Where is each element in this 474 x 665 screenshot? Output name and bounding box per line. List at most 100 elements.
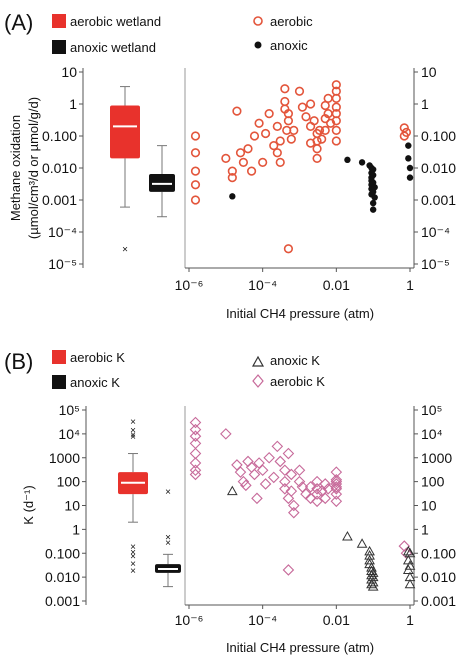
x-ticks: 10⁻⁶ 10⁻⁴ 0.01 1 xyxy=(175,268,414,293)
y-tick-1-label-right: 1 xyxy=(421,521,429,537)
point-aerobic xyxy=(323,93,333,103)
point-aerobic-k xyxy=(189,437,202,450)
point-aerobic xyxy=(221,153,231,163)
point-aerobic-k xyxy=(319,478,332,490)
point-aerobic-k xyxy=(330,483,343,495)
point-aerobic xyxy=(317,134,327,144)
y-tick-0-001-label-left: 0.001 xyxy=(42,192,77,208)
point-anoxic-k xyxy=(404,578,416,589)
point-aerobic xyxy=(260,128,271,139)
point-aerobic-k xyxy=(242,455,254,468)
point-anoxic xyxy=(371,184,378,191)
point-aerobic xyxy=(238,157,249,167)
point-aerobic xyxy=(232,106,242,116)
boxplots: × xyxy=(110,86,175,256)
point-aerobic-k xyxy=(274,455,287,468)
point-aerobic-k xyxy=(259,478,272,490)
point-aerobic-k xyxy=(330,475,343,488)
boxplot-aerobic-k-outlier: × xyxy=(130,426,136,437)
point-aerobic-k xyxy=(189,416,202,429)
point-aerobic-k xyxy=(220,428,232,440)
point-anoxic-k xyxy=(367,581,379,591)
point-aerobic xyxy=(297,102,308,112)
x-axis-title: Initial CH4 pressure (atm) xyxy=(226,306,374,321)
point-aerobic-k xyxy=(267,471,280,484)
point-aerobic-k xyxy=(248,468,261,481)
point-aerobic xyxy=(331,125,341,135)
y-ticks-left: 10⁵ 10⁴ 1000 100 10 1 0.100 0.010 0.001 xyxy=(45,402,86,609)
point-aerobic xyxy=(249,131,260,141)
point-aerobic-k xyxy=(282,447,295,460)
point-aerobic xyxy=(301,112,311,122)
x-ticks: 10⁻⁶ 10⁻⁴ 0.01 1 xyxy=(175,605,414,628)
point-aerobic-k xyxy=(282,492,295,505)
point-aerobic xyxy=(331,102,341,112)
point-aerobic xyxy=(190,180,201,190)
y-tick-1-label-left: 1 xyxy=(69,96,77,112)
legend-label-anoxic-wetland: anoxic wetland xyxy=(70,40,156,55)
point-aerobic-k xyxy=(189,447,202,460)
point-aerobic xyxy=(190,148,201,158)
boxplot-aerobic-wetland-outlier: × xyxy=(122,245,128,256)
point-aerobic-k xyxy=(282,564,295,576)
legend-swatch-aerobic-wetland xyxy=(52,14,66,28)
point-aerobic xyxy=(275,157,285,167)
x-tick-10-label: 10⁻⁴ xyxy=(248,277,277,293)
point-anoxic-k xyxy=(356,538,368,548)
scatter-points xyxy=(190,80,414,254)
boxplot-aerobic-k-outlier: × xyxy=(130,542,136,553)
y-tick-1000-label-left: 1000 xyxy=(49,450,80,466)
x-tick-10-label: 10⁻⁶ xyxy=(175,612,204,628)
point-aerobic-k xyxy=(279,464,291,477)
y-tick-1000-label-right: 1000 xyxy=(421,450,452,466)
boxplot-aerobic-k-outlier: × xyxy=(130,559,136,570)
point-anoxic-k xyxy=(404,547,416,558)
point-aerobic xyxy=(190,195,201,205)
boxplot-anoxic-k-outlier: × xyxy=(165,538,171,549)
point-aerobic xyxy=(269,141,279,151)
point-anoxic xyxy=(229,193,236,200)
point-aerobic-k xyxy=(293,464,306,477)
point-aerobic-k xyxy=(189,468,202,481)
point-aerobic-k xyxy=(330,466,343,478)
y-tick-0-100-label-right: 0.100 xyxy=(421,545,456,561)
boxplot-aerobic-k-outlier: × xyxy=(130,552,136,563)
boxplot-aerobic-k-outlier: × xyxy=(130,432,136,443)
x-tick-10-label: 10⁻⁶ xyxy=(175,277,204,293)
point-anoxic-k xyxy=(367,567,379,577)
y-tick-10-label-left: 10⁻⁴ xyxy=(48,224,77,240)
legend-label-aerobic: aerobic xyxy=(270,14,313,29)
point-aerobic xyxy=(305,99,316,109)
point-aerobic-k xyxy=(304,481,317,493)
point-aerobic xyxy=(272,148,282,158)
point-aerobic-k xyxy=(189,423,202,436)
y-tick-0-001-label-left: 0.001 xyxy=(45,593,80,609)
point-aerobic-k xyxy=(288,506,300,519)
point-aerobic-k xyxy=(234,466,247,478)
point-anoxic-k xyxy=(364,554,375,565)
x-axis-title: Initial CH4 pressure (atm) xyxy=(226,640,374,655)
point-aerobic-k xyxy=(311,488,323,500)
point-aerobic-k xyxy=(311,475,323,488)
point-aerobic-k xyxy=(400,547,413,560)
point-aerobic xyxy=(401,127,412,137)
point-aerobic xyxy=(294,86,305,96)
y-tick-100-label-left: 100 xyxy=(57,474,81,490)
point-aerobic-k xyxy=(231,459,243,471)
point-aerobic xyxy=(280,96,290,107)
point-anoxic xyxy=(369,171,377,179)
point-anoxic xyxy=(405,155,412,162)
point-aerobic-k xyxy=(256,464,269,477)
point-aerobic-k xyxy=(240,479,252,492)
point-aerobic xyxy=(320,125,330,135)
y-tick-0-010-label-left: 0.010 xyxy=(42,160,77,176)
point-aerobic-k xyxy=(189,464,202,477)
legend-label-anoxic-k: anoxic K xyxy=(270,353,320,368)
y-tick-10-label-right: 10⁻⁴ xyxy=(421,224,450,240)
y-tick-10-label-left: 10⁵ xyxy=(59,402,80,418)
point-aerobic xyxy=(235,148,246,158)
point-aerobic-k xyxy=(330,481,343,493)
boxplot-aerobic-k-outlier: × xyxy=(130,547,136,558)
point-aerobic-k xyxy=(279,483,291,495)
